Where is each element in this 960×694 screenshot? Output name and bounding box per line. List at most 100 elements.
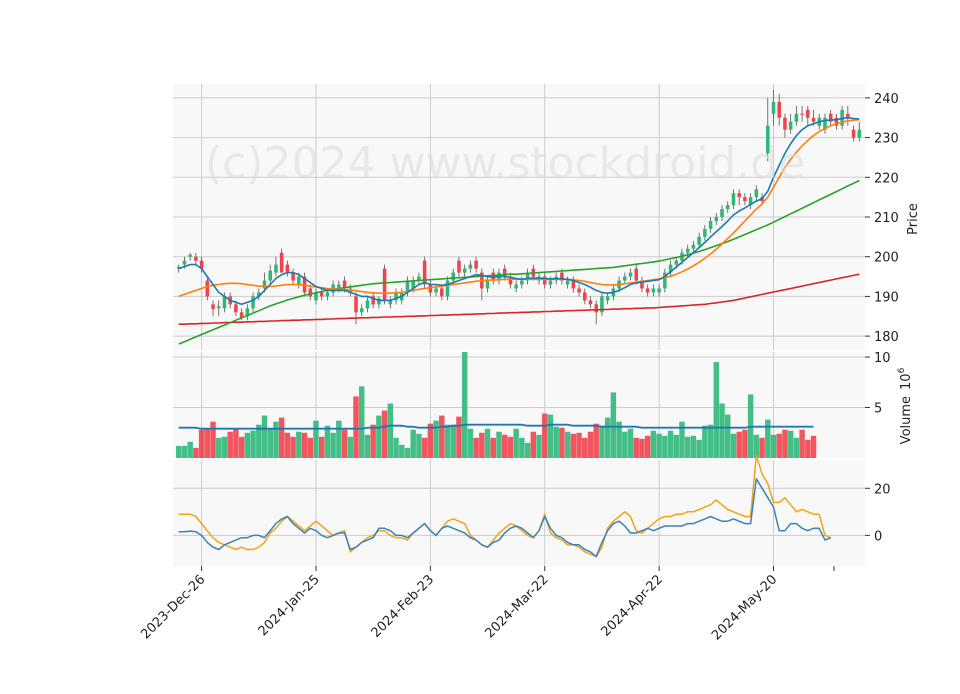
volume-bar-down xyxy=(782,429,788,458)
candle-up xyxy=(257,292,261,297)
volume-bar-up xyxy=(622,431,628,458)
candle-down xyxy=(239,312,244,319)
candle-down xyxy=(634,268,639,281)
volume-axis-label: Volume xyxy=(899,396,914,444)
volume-tick-label: 5 xyxy=(874,402,882,417)
candle-up xyxy=(274,264,278,273)
volume-bar-down xyxy=(421,437,428,458)
volume-bar-down xyxy=(381,410,388,458)
volume-bar-down xyxy=(290,436,296,458)
volume-bar-up xyxy=(536,434,542,458)
volume-bar-down xyxy=(559,427,565,458)
candle-up xyxy=(714,217,719,221)
volume-bar-up xyxy=(461,352,468,458)
candle-down xyxy=(508,276,513,285)
candle-up xyxy=(268,270,272,281)
candle-down xyxy=(582,292,587,301)
candle-up xyxy=(514,284,518,289)
volume-bar-down xyxy=(473,437,479,458)
volume-bar-up xyxy=(359,386,365,458)
candle-down xyxy=(302,276,307,293)
volume-bar-down xyxy=(193,447,199,458)
volume-bar-down xyxy=(576,432,582,458)
price-tick-label: 230 xyxy=(874,132,899,147)
volume-bar-up xyxy=(725,414,731,458)
candle-up xyxy=(176,266,181,269)
x-axis: 2023-Dec-26 2024-Jan-25 2024-Feb-23 2024-Ma… xyxy=(138,566,835,643)
volume-bar-up xyxy=(444,424,451,458)
volume-bar-up xyxy=(719,403,725,458)
candle-up xyxy=(766,125,770,154)
volume-bar-up xyxy=(547,414,554,458)
volume-bar-up xyxy=(433,420,439,458)
moving-average-long-line xyxy=(178,273,860,326)
volume-bar-down xyxy=(633,437,639,458)
candle-up xyxy=(731,193,736,206)
volume-bar-up xyxy=(730,433,737,458)
volume-bar-down xyxy=(370,424,376,458)
volume-bar-down xyxy=(233,428,239,458)
volume-bar-down xyxy=(210,421,216,458)
volume-bar-up xyxy=(467,428,474,458)
volume-bar-up xyxy=(273,421,279,458)
candle-up xyxy=(365,300,370,309)
volume-bar-down xyxy=(799,429,805,458)
candle-up xyxy=(445,280,450,297)
volume-bar-up xyxy=(616,421,622,458)
watermark: (c)2024 www.stockdroid.de xyxy=(205,138,805,189)
volume-bar-up xyxy=(787,430,794,458)
x-tick-label: 2024-Mar-22 xyxy=(482,572,551,641)
volume-bar-up xyxy=(244,432,251,458)
volume-bar-down xyxy=(644,435,651,458)
volume-bar-up xyxy=(450,424,456,458)
candle-down xyxy=(828,113,833,122)
price-tick-label: 190 xyxy=(874,290,899,305)
volume-bar-up xyxy=(564,431,571,458)
x-tick-label: 2024-Apr-22 xyxy=(598,572,665,639)
volume-bar-down xyxy=(542,413,548,458)
candle-up xyxy=(451,272,456,281)
candle-down xyxy=(382,268,387,301)
candle-up xyxy=(857,129,862,138)
candle-up xyxy=(748,197,753,206)
volume-bar-down xyxy=(490,437,496,458)
x-tick-label: 2024-Jan-25 xyxy=(256,572,323,639)
candle-down xyxy=(342,280,347,289)
volume-bar-down xyxy=(501,434,508,458)
candle-up xyxy=(685,248,690,253)
x-tick-label: 2024-Feb-23 xyxy=(369,572,438,641)
volume-bar-up xyxy=(702,425,708,458)
volume-bar-down xyxy=(530,431,537,458)
candle-down xyxy=(422,260,427,285)
candle-down xyxy=(234,304,238,313)
price-panel: 180 190 200 210 220 230 240 xyxy=(173,84,899,350)
candle-up xyxy=(788,121,793,130)
volume-bar-up xyxy=(793,437,800,458)
price-tick-label: 210 xyxy=(874,211,899,226)
volume-axis-exponent-base: 10 xyxy=(899,373,914,390)
volume-bar-down xyxy=(456,416,462,458)
candle-down xyxy=(846,113,850,118)
candle-down xyxy=(440,288,444,297)
volume-bar-down xyxy=(479,432,485,458)
candle-up xyxy=(651,288,656,293)
volume-bar-up xyxy=(176,445,182,458)
candle-down xyxy=(502,268,507,277)
candle-down xyxy=(800,113,804,115)
candle-down xyxy=(571,280,576,289)
candle-down xyxy=(811,117,816,122)
candle-down xyxy=(640,280,644,289)
volume-bar-down xyxy=(810,435,817,458)
x-tick-label: 2024-May-20 xyxy=(709,572,780,643)
volume-bar-down xyxy=(439,415,445,458)
volume-bar-down xyxy=(278,417,285,458)
volume-axis-exponent-power: 6 xyxy=(897,367,907,373)
oscillator-tick-label: 20 xyxy=(874,482,891,497)
candle-down xyxy=(783,117,787,130)
volume-bar-down xyxy=(805,439,811,458)
volume-bar-up xyxy=(187,441,193,458)
candle-down xyxy=(199,260,204,269)
volume-bar-down xyxy=(507,436,514,458)
volume-bar-up xyxy=(181,445,188,458)
volume-bar-up xyxy=(610,392,617,458)
